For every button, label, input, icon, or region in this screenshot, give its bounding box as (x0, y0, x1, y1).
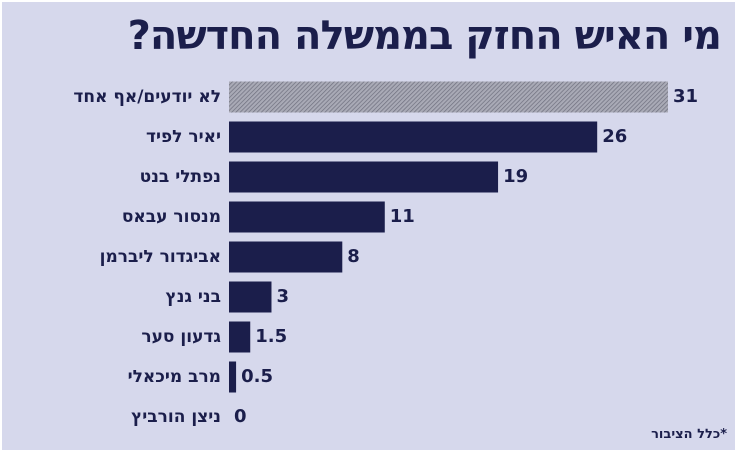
value-label: 8 (347, 246, 360, 267)
bar (229, 241, 343, 273)
bar (229, 161, 499, 193)
category-label: מרב מיכאלי (127, 367, 221, 387)
value-label: 3 (276, 286, 289, 307)
category-label: נפתלי בנט (139, 167, 221, 187)
category-label: מנסור עבאס (121, 207, 221, 227)
category-label: ניצן הורביץ (131, 407, 221, 427)
category-label: גדעון סער (141, 327, 221, 347)
value-label: 31 (673, 86, 699, 107)
bar (229, 281, 272, 313)
value-label: 19 (503, 166, 529, 187)
footnote: *כלל הציבור (651, 427, 727, 442)
category-label: בני גנץ (165, 287, 221, 307)
category-label: אביגדור ליברמן (99, 247, 221, 267)
chart-title: מי האיש החזק בממשלה החדשה? (127, 13, 722, 59)
category-label: יאיר לפיד (145, 127, 221, 147)
category-label: לא יודעים/אף אחד (73, 87, 221, 107)
bar (229, 121, 598, 153)
bar (229, 81, 668, 113)
value-label: 0.5 (241, 366, 273, 387)
value-label: 0 (234, 406, 247, 427)
value-label: 26 (602, 126, 628, 147)
bar (229, 321, 251, 353)
value-label: 1.5 (255, 326, 288, 347)
value-label: 11 (389, 206, 415, 227)
bar (229, 361, 237, 393)
bar (229, 201, 385, 233)
